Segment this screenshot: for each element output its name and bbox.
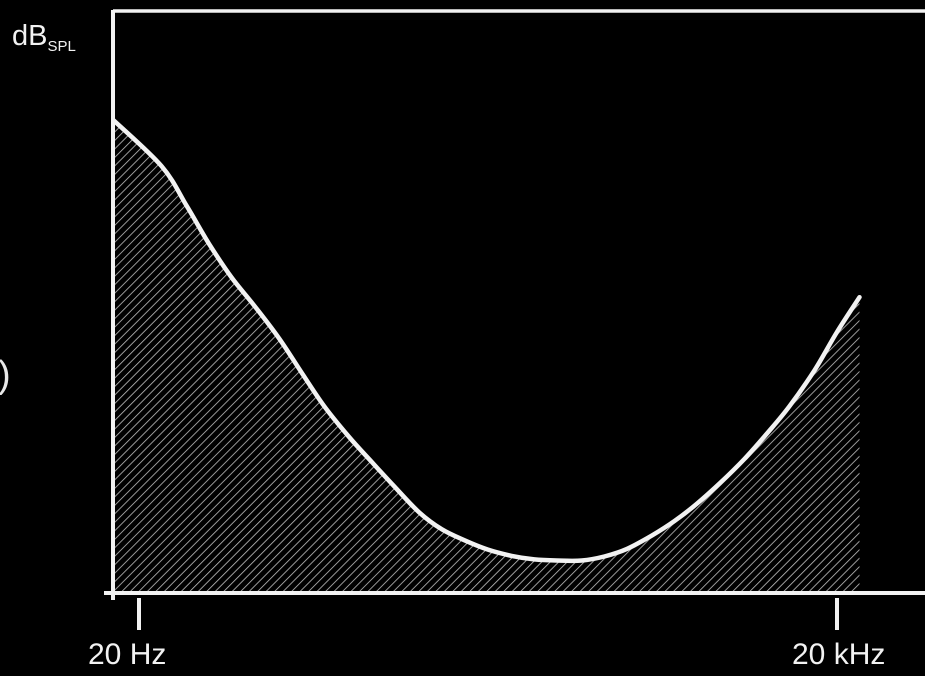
x-tick-label-20khz: 20 kHz (792, 638, 886, 671)
y-axis-label: dBSPL (12, 20, 76, 55)
series-curve-line (113, 117, 862, 564)
cropped-parenthesis-glyph: ) (0, 356, 11, 394)
x-tick-label-20hz: 20 Hz (88, 638, 167, 671)
area-hatched-fill (113, 119, 860, 592)
